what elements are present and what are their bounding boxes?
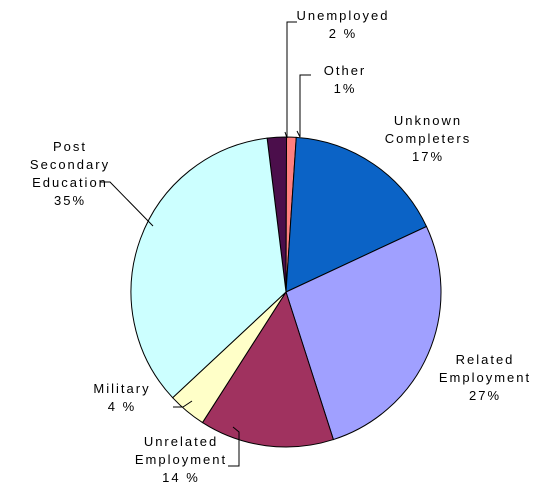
leader-line-unrelated-employment bbox=[228, 426, 240, 467]
slice-labels: Unemployed 2 % Other 1% Unknown Completers 17%… bbox=[30, 8, 531, 485]
category-label-related-employment: Employment bbox=[439, 370, 531, 385]
leader-line-unemployed bbox=[284, 21, 297, 139]
value-label-related-employment: 27% bbox=[469, 388, 501, 403]
slice-post-secondary-education bbox=[130, 137, 287, 399]
slice-related-employment bbox=[285, 225, 442, 441]
slice-unknown-completers bbox=[285, 136, 428, 293]
value-label-unrelated-employment: 14 % bbox=[162, 470, 200, 485]
leader-line-other bbox=[296, 74, 311, 138]
category-label-unemployed: Unemployed bbox=[297, 8, 390, 23]
category-label-related-employment: Related bbox=[456, 352, 515, 367]
category-label-post-secondary-education: Post bbox=[53, 139, 87, 154]
category-label-military: Military bbox=[93, 381, 150, 396]
category-label-unknown-completers: Unknown bbox=[394, 113, 462, 128]
pie-slices bbox=[130, 136, 442, 448]
value-label-unemployed: 2 % bbox=[329, 26, 357, 41]
category-label-unrelated-employment: Unrelated bbox=[144, 434, 218, 449]
leader-line-post-secondary-education bbox=[100, 181, 154, 227]
value-label-military: 4 % bbox=[108, 399, 136, 414]
slice-unrelated-employment bbox=[201, 290, 335, 448]
category-label-other: Other bbox=[324, 63, 367, 78]
category-label-unknown-completers: Completers bbox=[385, 131, 471, 146]
leader-lines bbox=[100, 21, 311, 467]
value-label-unknown-completers: 17% bbox=[412, 149, 444, 164]
category-label-unrelated-employment: Employment bbox=[135, 452, 227, 467]
category-label-post-secondary-education: Education bbox=[32, 175, 108, 190]
leader-line-military bbox=[173, 400, 193, 408]
value-label-post-secondary-education: 35% bbox=[54, 193, 86, 208]
value-label-other: 1% bbox=[334, 81, 357, 96]
category-label-post-secondary-education: Secondary bbox=[30, 157, 110, 172]
